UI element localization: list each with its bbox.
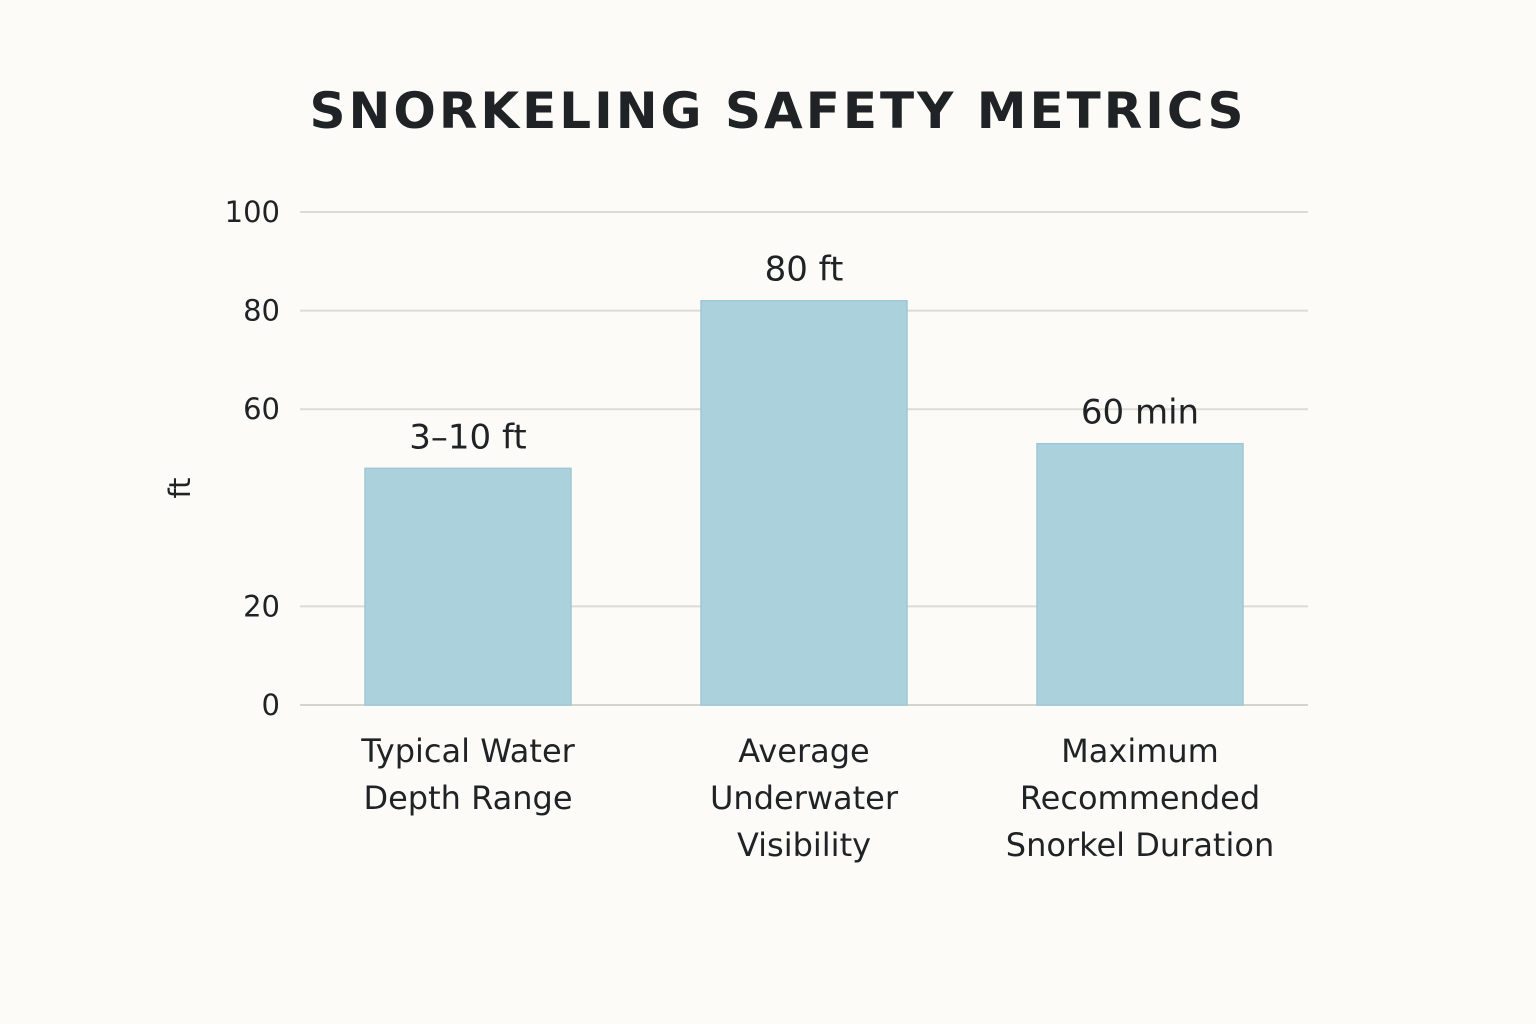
bar <box>364 467 572 706</box>
y-tick-label: 0 <box>262 688 280 722</box>
bar-data-label: 3–10 ft <box>409 417 526 457</box>
data-labels: 3–10 ft 80 ft 60 min <box>409 250 1199 458</box>
bar-data-label: 80 ft <box>765 250 844 290</box>
y-axis-ticks: 0 20 60 80 100 <box>225 195 280 722</box>
category-label: Visibility <box>737 826 871 864</box>
category-label: Maximum <box>1061 732 1219 770</box>
y-tick-label: 80 <box>243 294 280 328</box>
category-labels: Typical Water Depth Range Average Underwate… <box>360 732 1274 864</box>
category-label: Underwater <box>710 779 899 817</box>
bar <box>700 299 908 706</box>
bars <box>364 299 1244 706</box>
category-label: Snorkel Duration <box>1006 826 1274 864</box>
y-tick-label: 60 <box>243 392 280 426</box>
y-tick-label: 20 <box>243 589 280 623</box>
bar-data-label: 60 min <box>1081 393 1199 433</box>
category-label: Average <box>738 732 869 770</box>
y-axis-label: ft <box>163 477 197 498</box>
bar <box>1036 442 1244 706</box>
chart-title: SNORKELING SAFETY METRICS <box>309 82 1246 140</box>
category-label: Recommended <box>1020 779 1260 817</box>
y-tick-label: 100 <box>225 195 280 229</box>
category-label: Depth Range <box>363 779 572 817</box>
category-label: Typical Water <box>360 732 575 770</box>
